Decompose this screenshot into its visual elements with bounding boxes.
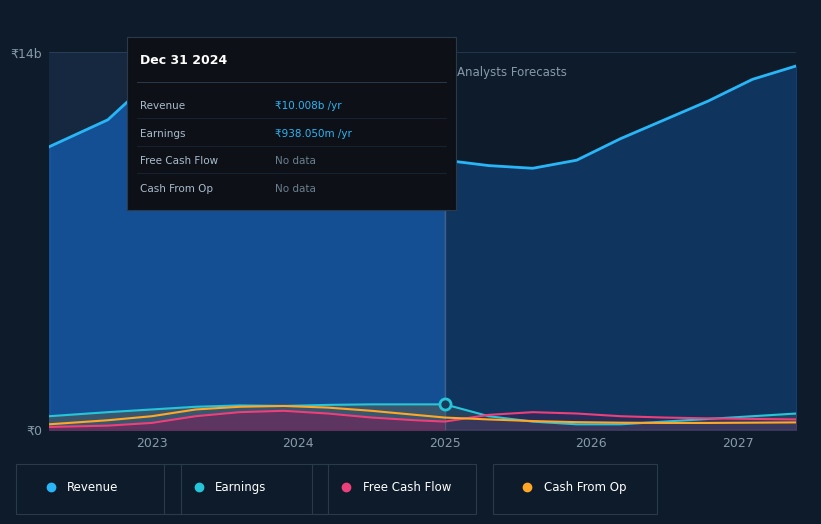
Text: Cash From Op: Cash From Op bbox=[544, 481, 626, 494]
Text: Free Cash Flow: Free Cash Flow bbox=[140, 156, 218, 166]
Bar bbox=[49, 52, 445, 430]
Text: Revenue: Revenue bbox=[140, 101, 186, 111]
Text: No data: No data bbox=[275, 156, 316, 166]
Text: Dec 31 2024: Dec 31 2024 bbox=[140, 54, 227, 67]
Text: Past: Past bbox=[413, 66, 438, 79]
Text: ₹938.050m /yr: ₹938.050m /yr bbox=[275, 128, 352, 138]
Text: ₹10.008b /yr: ₹10.008b /yr bbox=[275, 101, 342, 111]
Text: Free Cash Flow: Free Cash Flow bbox=[363, 481, 452, 494]
Text: Earnings: Earnings bbox=[140, 128, 186, 138]
Text: Analysts Forecasts: Analysts Forecasts bbox=[456, 66, 566, 79]
Bar bbox=[445, 52, 796, 430]
Text: No data: No data bbox=[275, 184, 316, 194]
Text: Revenue: Revenue bbox=[67, 481, 119, 494]
Text: Earnings: Earnings bbox=[215, 481, 267, 494]
Text: Cash From Op: Cash From Op bbox=[140, 184, 213, 194]
